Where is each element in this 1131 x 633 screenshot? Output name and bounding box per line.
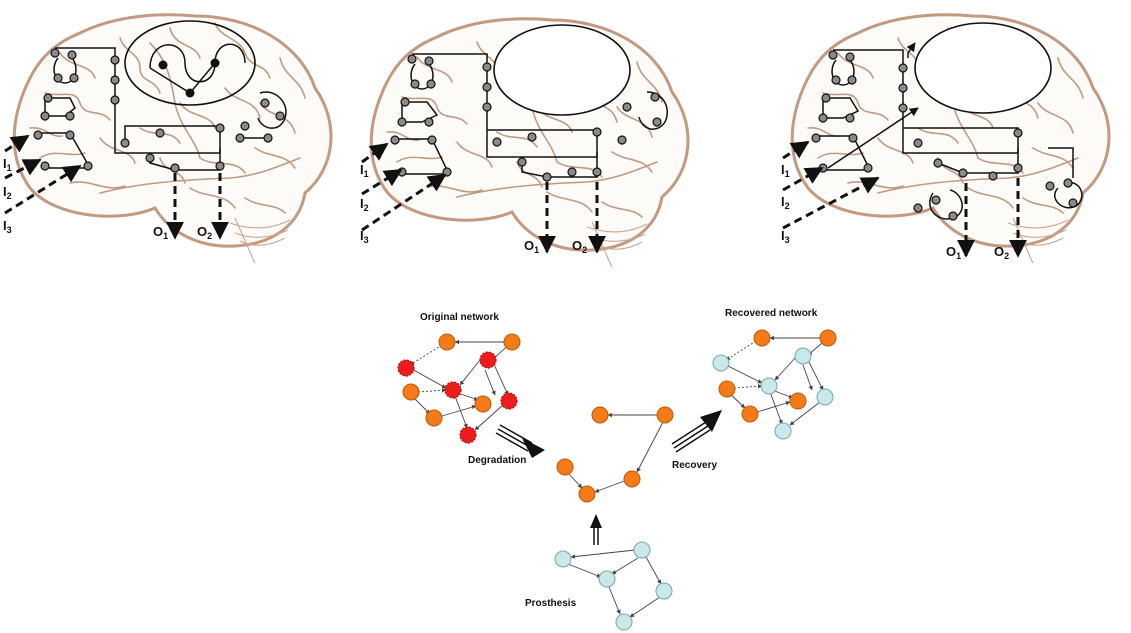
input-label-2: I2: [360, 196, 369, 213]
recovered-network: Recovered network: [712, 308, 837, 440]
output-label-2: O2: [197, 224, 212, 241]
output-label-2: O2: [572, 238, 587, 255]
degraded-network: [556, 406, 674, 503]
brain-panel-3: I1 I2 I3 O1 O2: [781, 13, 1111, 265]
output-label-2: O2: [994, 244, 1009, 261]
recovered-network-label: Recovered network: [725, 308, 818, 319]
brain-panel-1: I1 I2 I3 O1 O2: [3, 13, 333, 265]
input-label-2: I2: [781, 194, 790, 211]
original-network-label: Original network: [420, 312, 499, 323]
damaged-region-3: [914, 22, 1052, 114]
output-label-1: O1: [153, 224, 168, 241]
damaged-region-2: [493, 24, 631, 116]
input-label-3: I3: [3, 218, 12, 235]
brain-panel-2: I1 I2 I3 O1 O2: [360, 17, 690, 269]
recovery-label: Recovery: [672, 460, 717, 471]
output-label-1: O1: [524, 238, 539, 255]
recovery-arrow: Recovery: [671, 410, 722, 471]
degradation-arrow: Degradation: [468, 424, 545, 466]
input-label-3: I3: [781, 228, 790, 245]
original-network: Original network: [397, 312, 521, 444]
input-label-1: I1: [360, 162, 369, 179]
input-label-3: I3: [360, 228, 369, 245]
degradation-label: Degradation: [468, 455, 526, 466]
prosthesis-network: Prosthesis: [525, 541, 673, 631]
input-label-1: I1: [781, 162, 790, 179]
output-label-1: O1: [946, 244, 961, 261]
prosthesis-label: Prosthesis: [525, 598, 577, 609]
input-label-1: I1: [3, 156, 12, 173]
brain-outline-1: [12, 13, 333, 265]
input-label-2: I2: [3, 184, 12, 201]
prosthesis-arrow: [590, 514, 602, 545]
